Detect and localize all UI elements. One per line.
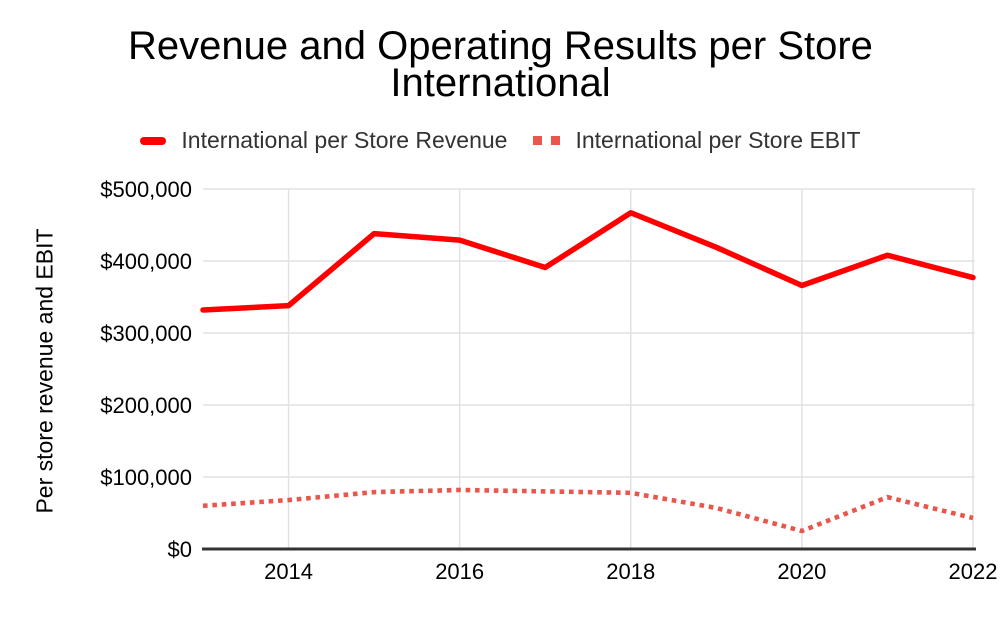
y-tick-label: $200,000 (100, 393, 192, 418)
x-tick-label: 2016 (435, 559, 484, 584)
x-tick-label: 2020 (777, 559, 826, 584)
ebit-dotted-line-swatch-icon (533, 136, 561, 145)
chart-title-line2: International (390, 61, 611, 105)
legend-item-ebit: International per Store EBIT (533, 127, 861, 154)
y-tick-label: $0 (168, 537, 192, 562)
revenue-line (200, 210, 976, 313)
ebit-line (202, 487, 974, 534)
x-tick-label: 2014 (264, 559, 313, 584)
revenue-solid-line-swatch-icon (140, 136, 167, 145)
y-tick-label: $400,000 (100, 249, 192, 274)
y-tick-label: $500,000 (100, 177, 192, 202)
chart-title-line1: Revenue and Operating Results per Store (128, 24, 873, 68)
legend: International per Store Revenue Internat… (0, 127, 1001, 154)
y-tick-label: $100,000 (100, 465, 192, 490)
y-tick-label: $300,000 (100, 321, 192, 346)
x-tick-label: 2018 (606, 559, 655, 584)
legend-label-revenue: International per Store Revenue (181, 127, 508, 153)
x-tick-label: 2022 (949, 559, 998, 584)
chart-title: Revenue and Operating Results per Store I… (0, 26, 1001, 105)
legend-label-ebit: International per Store EBIT (575, 127, 861, 153)
legend-item-revenue: International per Store Revenue (140, 127, 507, 154)
